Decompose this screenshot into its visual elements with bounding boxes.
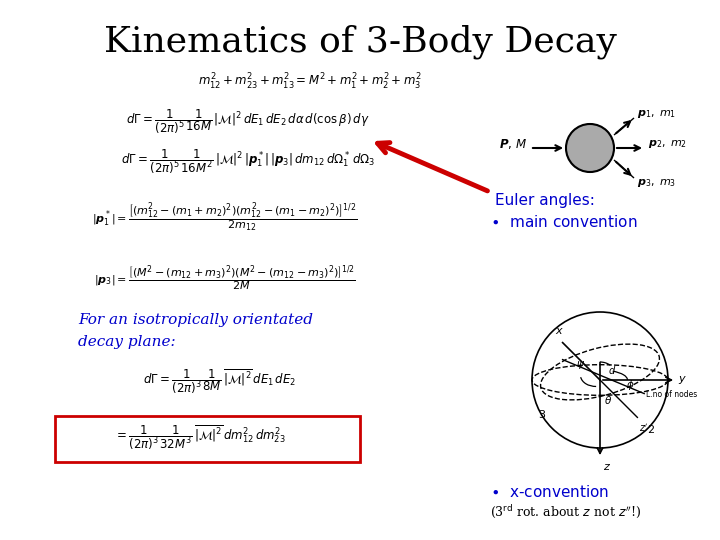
Text: $z'$: $z'$ [639,422,649,434]
Circle shape [566,124,614,172]
Text: For an isotropically orientated: For an isotropically orientated [78,313,313,327]
Text: $z$: $z$ [603,462,611,472]
Text: Euler angles:: Euler angles: [495,192,595,207]
Text: $d\Gamma = \dfrac{1}{(2\pi)^5}\dfrac{1}{16M}\,|\mathcal{M}|^2\,dE_1\,dE_2\,d\alp: $d\Gamma = \dfrac{1}{(2\pi)^5}\dfrac{1}{… [126,107,370,137]
Bar [55,416,360,462]
Text: decay plane:: decay plane: [78,335,176,349]
Text: $\phi$: $\phi$ [626,378,634,392]
Text: (3$^{\mathrm{rd}}$ rot. about $z$ not $z^{\prime\prime}$!): (3$^{\mathrm{rd}}$ rot. about $z$ not $z… [490,503,642,521]
Text: $\theta$: $\theta$ [604,394,612,406]
Text: $y$: $y$ [678,374,687,386]
Text: $|\boldsymbol{p}_1^*| = \dfrac{\left[(m_{12}^2-(m_1+m_2)^2)(m_{12}^2-(m_1-m_2)^2: $|\boldsymbol{p}_1^*| = \dfrac{\left[(m_… [92,201,358,234]
Text: $x$: $x$ [554,326,564,336]
Text: Kinematics of 3-Body Decay: Kinematics of 3-Body Decay [104,25,616,59]
Text: $|\boldsymbol{p}_3| = \dfrac{\left[(M^2-(m_{12}+m_3)^2)(M^2-(m_{12}-m_3)^2)\righ: $|\boldsymbol{p}_3| = \dfrac{\left[(M^2-… [94,263,356,293]
Text: $\boldsymbol{p}_2,\; m_2$: $\boldsymbol{p}_2,\; m_2$ [648,138,687,150]
Text: $d\Gamma = \dfrac{1}{(2\pi)^5}\dfrac{1}{16M^2}\,|\mathcal{M}|^2\,|\boldsymbol{p}: $d\Gamma = \dfrac{1}{(2\pi)^5}\dfrac{1}{… [121,147,375,177]
Text: $\boldsymbol{p}_3,\; m_3$: $\boldsymbol{p}_3,\; m_3$ [637,177,676,189]
Text: $3$: $3$ [538,408,546,420]
Text: $2$: $2$ [647,423,655,435]
Text: $d\Gamma = \dfrac{1}{(2\pi)^3}\dfrac{1}{8M}\,\overline{|\mathcal{M}|^2}\,dE_1\,d: $d\Gamma = \dfrac{1}{(2\pi)^3}\dfrac{1}{… [143,368,297,396]
Text: $\psi$: $\psi$ [575,359,585,371]
Text: $m_{12}^2 + m_{23}^2 + m_{13}^2 = M^2 + m_1^2 + m_2^2 + m_3^2$: $m_{12}^2 + m_{23}^2 + m_{13}^2 = M^2 + … [198,72,422,92]
Text: $\bullet$  x-convention: $\bullet$ x-convention [490,484,609,500]
Text: $d$: $d$ [608,364,616,376]
Text: $= \dfrac{1}{(2\pi)^3}\dfrac{1}{32M^3}\,\overline{|\mathcal{M}|^2}\,dm_{12}^2\,d: $= \dfrac{1}{(2\pi)^3}\dfrac{1}{32M^3}\,… [114,423,286,453]
Text: L.no of nodes: L.no of nodes [646,390,697,400]
Text: $\boldsymbol{P},\, M$: $\boldsymbol{P},\, M$ [499,137,527,151]
Text: $\bullet$  main convention: $\bullet$ main convention [490,214,638,230]
Text: $\boldsymbol{p}_1,\; m_1$: $\boldsymbol{p}_1,\; m_1$ [637,108,676,120]
